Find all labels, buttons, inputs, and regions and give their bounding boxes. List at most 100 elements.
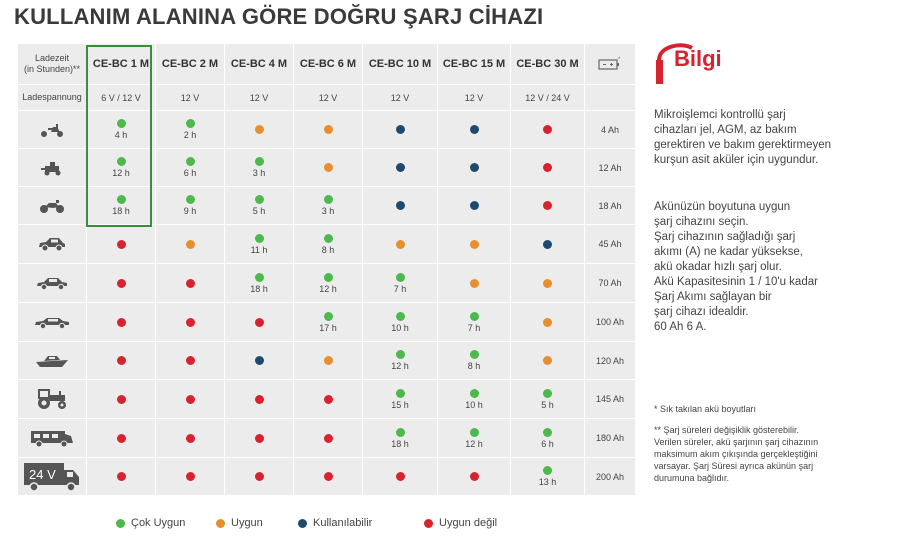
battery-capacity: 45 Ah — [585, 225, 635, 263]
orange-dot — [323, 163, 333, 172]
capacity-header: * — [585, 44, 635, 84]
green-dot — [254, 157, 264, 166]
info-line: Akünüzün boyutuna uygun — [654, 201, 791, 213]
battery-capacity: 200 Ah — [585, 458, 635, 495]
info-logo-text: Bilgi — [674, 46, 722, 71]
status-cell — [87, 342, 155, 379]
voltage-value: 12 V — [225, 85, 293, 110]
voltage-value: 6 V / 12 V — [87, 85, 155, 110]
motorhome-icon — [29, 428, 75, 448]
green-dot — [185, 157, 195, 166]
status-cell — [294, 458, 362, 495]
red-dot — [323, 394, 333, 404]
battery-capacity: 120 Ah — [585, 342, 635, 379]
green-dot — [185, 195, 195, 204]
red-dot — [254, 433, 264, 443]
model-header: CE-BC 2 M — [156, 44, 224, 84]
green-dot — [323, 311, 333, 321]
status-cell — [156, 225, 224, 263]
large-car-icon — [34, 314, 70, 330]
status-cell — [156, 342, 224, 379]
tractor-icon — [35, 388, 69, 410]
info-line: kurşun asit aküler için uygundur. — [654, 154, 819, 166]
status-cell — [294, 380, 362, 418]
status-cell — [511, 111, 584, 148]
red-dot — [469, 472, 479, 481]
charge-time: 18 h — [391, 438, 409, 449]
info-line: cihazları jel, AGM, az bakım — [654, 124, 797, 136]
info-line: Akü Kapasitesinin 1 / 10'u kadar — [654, 276, 818, 288]
green-dot — [395, 311, 405, 321]
status-cell — [438, 264, 510, 302]
charge-time: 9 h — [183, 206, 197, 216]
voltage-empty-cell — [585, 85, 635, 110]
status-cell: 2 h — [156, 111, 224, 148]
red-dot — [543, 125, 552, 134]
status-cell — [363, 187, 437, 224]
charge-time: 12 h — [391, 361, 409, 371]
page-title: KULLANIM ALANINA GÖRE DOĞRU ŞARJ CİHAZI — [14, 4, 544, 29]
battery-capacity: 145 Ah — [585, 380, 635, 418]
status-cell — [87, 458, 155, 495]
status-cell: 3 h — [225, 149, 293, 186]
charge-time: 6 h — [183, 168, 197, 178]
model-header: CE-BC 6 M — [294, 44, 362, 84]
status-cell — [225, 458, 293, 495]
green-dot — [469, 388, 479, 398]
info-logo-i-stem — [656, 60, 663, 84]
red-dot — [185, 356, 195, 365]
battery-charger-icon: * — [597, 55, 623, 73]
orange-dot — [395, 239, 405, 249]
red-dot — [116, 394, 126, 404]
status-cell — [363, 458, 437, 495]
blue-dot — [395, 201, 405, 210]
red-dot — [323, 472, 333, 481]
orange-dot — [323, 356, 333, 365]
vehicle-cell — [18, 342, 86, 379]
orange-dot — [469, 278, 479, 288]
blue-dot — [469, 163, 479, 172]
green-dot — [116, 195, 126, 204]
charge-time: 7 h — [467, 322, 481, 333]
status-cell — [225, 342, 293, 379]
charge-time: 8 h — [467, 361, 481, 371]
green-dot — [323, 195, 333, 204]
charge-time: 4 h — [114, 130, 128, 140]
red-dot — [543, 163, 552, 172]
status-cell: 12 h — [87, 149, 155, 186]
blue-dot — [254, 356, 264, 365]
battery-capacity: 70 Ah — [585, 264, 635, 302]
status-cell — [225, 380, 293, 418]
status-cell — [511, 149, 584, 186]
status-cell: 7 h — [438, 303, 510, 341]
charge-time: 12 h — [465, 438, 483, 449]
vehicle-cell — [18, 111, 86, 148]
green-dot — [116, 119, 126, 128]
info-line: 60 Ah 6 A. — [654, 321, 707, 333]
status-cell: 5 h — [511, 380, 584, 418]
status-cell — [225, 303, 293, 341]
status-cell — [294, 111, 362, 148]
blue-dot — [298, 518, 307, 528]
legend-item-orange: Uygun — [216, 517, 263, 529]
green-dot — [185, 119, 195, 128]
legend-item-green: Çok Uygun — [116, 517, 185, 529]
red-dot — [185, 472, 195, 481]
charge-time: 10 h — [465, 399, 483, 410]
info-line: şarj cihazını seçin. — [654, 216, 749, 228]
status-cell — [156, 458, 224, 495]
red-dot — [323, 433, 333, 443]
green-dot — [395, 388, 405, 398]
red-dot — [185, 394, 195, 404]
status-cell — [156, 380, 224, 418]
status-cell: 15 h — [363, 380, 437, 418]
info-line: şarj cihazı idealdir. — [654, 306, 749, 318]
red-dot — [185, 278, 195, 288]
status-cell — [87, 419, 155, 457]
status-cell — [438, 225, 510, 263]
red-dot — [185, 433, 195, 443]
green-dot — [254, 272, 264, 282]
status-cell — [438, 458, 510, 495]
battery-capacity: 18 Ah — [585, 187, 635, 224]
charge-time: 7 h — [393, 283, 407, 294]
